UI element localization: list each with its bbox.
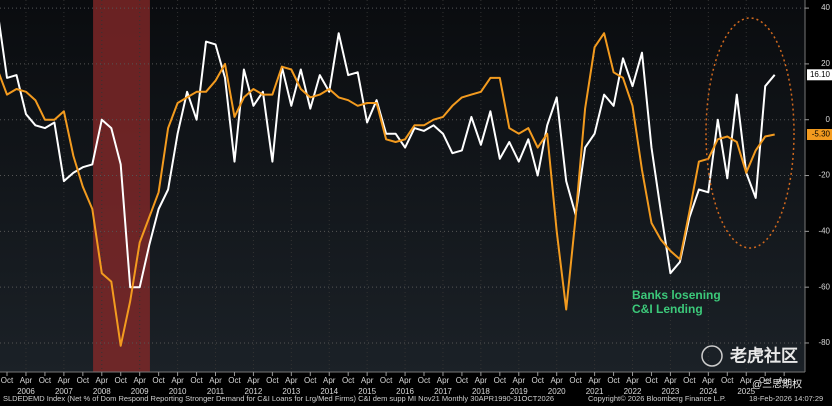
x-tick-label: Apr: [247, 376, 260, 385]
year-label: 2010: [169, 387, 187, 396]
year-label: 2012: [245, 387, 263, 396]
year-label: 2016: [396, 387, 414, 396]
x-tick-label: Apr: [171, 376, 184, 385]
last-value-box: [807, 129, 832, 141]
x-tick-label: Apr: [133, 376, 146, 385]
year-label: 2018: [472, 387, 490, 396]
series-line: [0, 32, 775, 347]
y-tick-label: 0: [826, 115, 831, 124]
year-label: 2014: [320, 387, 338, 396]
year-label: 2023: [662, 387, 680, 396]
x-tick-label: Apr: [209, 376, 222, 385]
watermark-icon: [701, 345, 723, 367]
x-tick-label: Apr: [702, 376, 715, 385]
x-tick-label: Apr: [323, 376, 336, 385]
x-tick-label: Apr: [285, 376, 298, 385]
year-label: 2025: [737, 387, 755, 396]
x-tick-label: Apr: [550, 376, 563, 385]
year-label: 2020: [548, 387, 566, 396]
x-tick-label: Oct: [152, 376, 165, 385]
x-tick-label: Apr: [20, 376, 33, 385]
y-tick-label: -40: [818, 226, 830, 235]
watermark: 老虎社区: [729, 345, 798, 365]
x-tick-label: Oct: [759, 376, 772, 385]
x-tick-label: Oct: [418, 376, 431, 385]
x-tick-label: Apr: [475, 376, 488, 385]
x-tick-label: Apr: [361, 376, 374, 385]
x-tick-label: Apr: [778, 376, 791, 385]
x-tick-label: Oct: [721, 376, 734, 385]
x-tick-label: Oct: [115, 376, 128, 385]
watermark-handle: @三思期权: [752, 378, 802, 391]
x-tick-label: Oct: [1, 376, 14, 385]
x-tick-label: Oct: [190, 376, 203, 385]
year-label: 2021: [586, 387, 604, 396]
x-tick-label: Apr: [740, 376, 753, 385]
plot: [0, 0, 805, 372]
x-tick-label: Oct: [304, 376, 317, 385]
x-tick-label: Oct: [342, 376, 355, 385]
year-label: 2022: [624, 387, 642, 396]
year-label: 2006: [17, 387, 35, 396]
y-tick-label: 40: [821, 3, 830, 12]
x-tick-label: Oct: [266, 376, 279, 385]
x-tick-label: Apr: [437, 376, 450, 385]
x-tick-label: Apr: [588, 376, 601, 385]
y-tick-label: -60: [818, 282, 830, 291]
x-tick-label: Oct: [228, 376, 241, 385]
last-value-label: -5.30: [812, 130, 831, 139]
x-tick-label: Apr: [626, 376, 639, 385]
year-label: 2008: [93, 387, 111, 396]
x-tick-label: Apr: [399, 376, 412, 385]
year-label: 2019: [510, 387, 528, 396]
x-tick-label: Oct: [569, 376, 582, 385]
last-value-box: [807, 69, 832, 81]
x-tick-label: Oct: [683, 376, 696, 385]
annotation: C&I Lending: [632, 302, 703, 316]
y-tick-label: -80: [818, 338, 830, 347]
timestamp: 18-Feb-2026 14:07:29: [749, 394, 823, 403]
highlight-ellipse: [705, 17, 795, 249]
year-label: 2007: [55, 387, 73, 396]
year-label: 2009: [131, 387, 149, 396]
y-tick-label: -20: [818, 171, 830, 180]
x-tick-label: Oct: [532, 376, 545, 385]
x-tick-label: Apr: [58, 376, 71, 385]
year-label: 2015: [358, 387, 376, 396]
x-tick-label: Oct: [494, 376, 507, 385]
year-label: 2024: [699, 387, 717, 396]
annotation: Banks losening: [632, 288, 721, 302]
year-label: 2013: [282, 387, 300, 396]
x-tick-label: Oct: [39, 376, 52, 385]
y-tick-label: 20: [821, 59, 830, 68]
x-tick-label: Oct: [77, 376, 90, 385]
x-tick-label: Apr: [513, 376, 526, 385]
x-tick-label: Oct: [645, 376, 658, 385]
x-tick-label: Apr: [96, 376, 109, 385]
series-line: [0, 21, 776, 289]
year-label: 2011: [207, 387, 225, 396]
copyright: Copyright© 2026 Bloomberg Finance L.P.: [588, 394, 726, 403]
last-value-label: 16.10: [810, 70, 831, 79]
x-tick-label: Apr: [664, 376, 677, 385]
x-tick-label: Oct: [607, 376, 620, 385]
year-label: 2017: [434, 387, 452, 396]
footer: SLDEDEMD Index (Net % of Dom Respond Rep…: [3, 394, 554, 403]
x-tick-label: Oct: [380, 376, 393, 385]
x-tick-label: Oct: [456, 376, 469, 385]
